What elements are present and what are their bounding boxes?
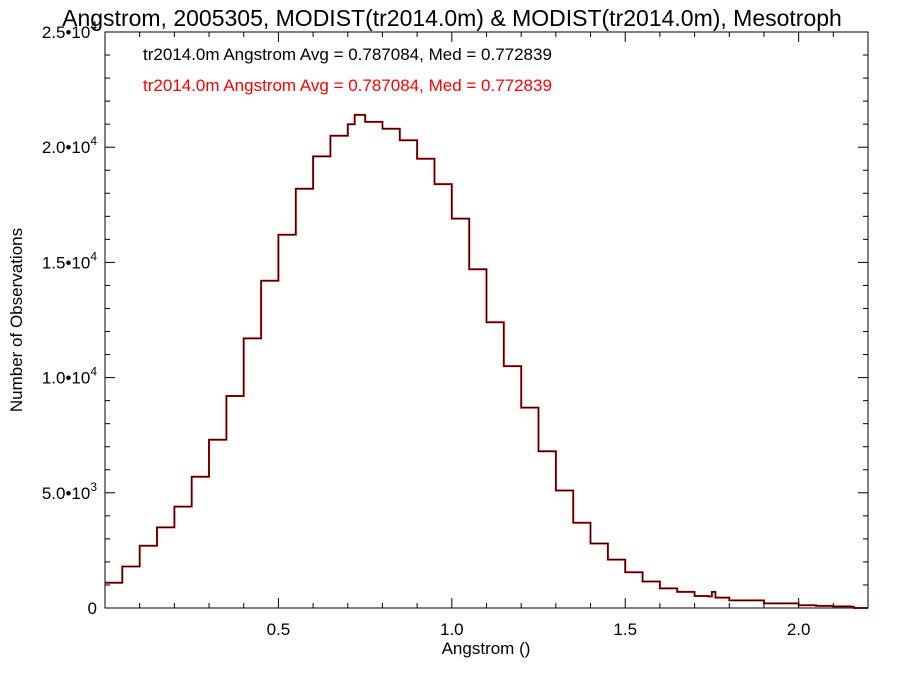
tick-layer: 0.5 1.0 1.5 2.0 0 5.0•103 1.0•104 1.5•104 2.0•10… bbox=[42, 19, 868, 639]
series-line-0 bbox=[105, 113, 868, 609]
y-tick-label-4: 2.0•104 bbox=[42, 134, 98, 157]
y-tick-label-5: 2.5•104 bbox=[42, 19, 98, 42]
series-layer bbox=[105, 113, 868, 609]
x-tick-label-3: 2.0 bbox=[787, 620, 811, 639]
x-tick-label-1: 1.0 bbox=[440, 620, 464, 639]
stat-line-red: tr2014.0m Angstrom Avg = 0.787084, Med =… bbox=[143, 76, 552, 95]
y-tick-label-2: 1.0•104 bbox=[42, 365, 98, 388]
stat-line-black: tr2014.0m Angstrom Avg = 0.787084, Med =… bbox=[143, 45, 552, 64]
y-tick-label-3: 1.5•104 bbox=[42, 249, 98, 272]
x-axis-label: Angstrom () bbox=[442, 639, 531, 658]
chart-title: Angstrom, 2005305, MODIST(tr2014.0m) & M… bbox=[62, 5, 842, 31]
series-line-1 bbox=[105, 114, 868, 609]
x-tick-label-2: 1.5 bbox=[613, 620, 637, 639]
y-tick-label-0: 0 bbox=[88, 599, 97, 618]
x-tick-label-0: 0.5 bbox=[267, 620, 291, 639]
y-tick-label-1: 5.0•103 bbox=[42, 480, 98, 503]
y-axis-label: Number of Observations bbox=[7, 228, 26, 412]
